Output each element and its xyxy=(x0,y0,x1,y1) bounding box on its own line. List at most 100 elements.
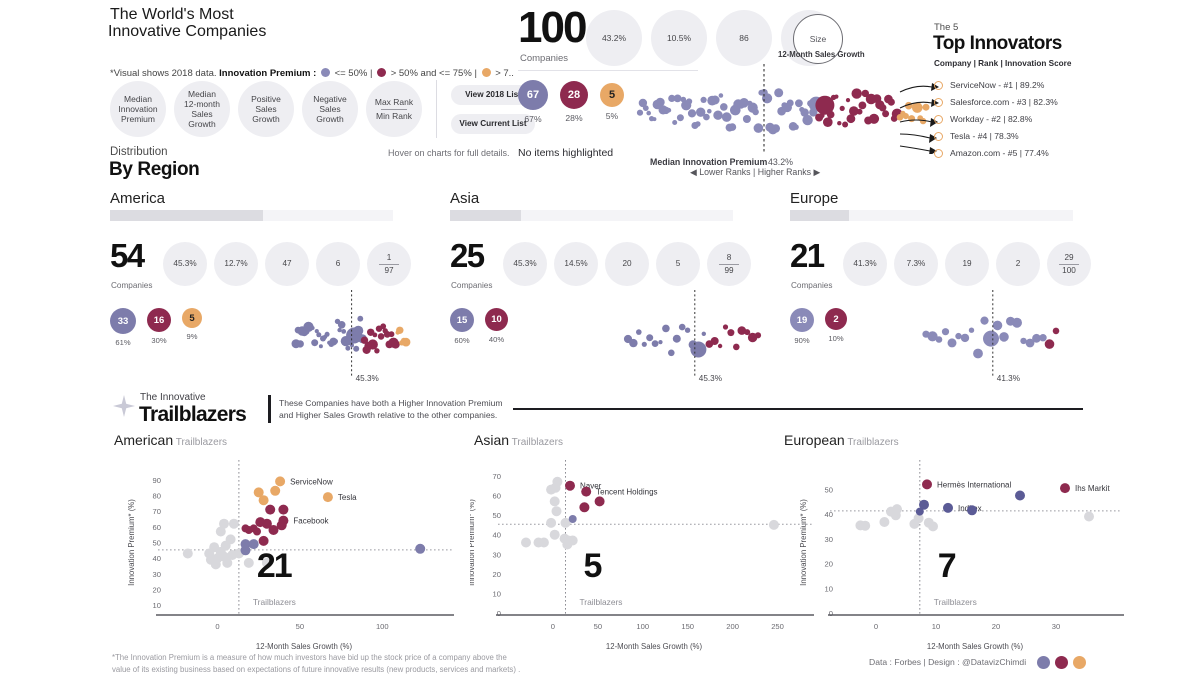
region-bubble-0[interactable]: 15 xyxy=(450,308,474,332)
scatter-point[interactable] xyxy=(182,548,193,559)
scatter-point[interactable] xyxy=(919,499,929,510)
view-2018-list-button[interactable]: View 2018 List xyxy=(451,84,535,105)
scatter-point[interactable] xyxy=(268,525,279,535)
scatter-point[interactable] xyxy=(550,482,561,493)
scatter-point[interactable] xyxy=(928,521,938,532)
scatter-point[interactable] xyxy=(215,526,226,537)
scatter-point[interactable] xyxy=(258,535,269,546)
scatter-point[interactable] xyxy=(879,517,890,527)
region-bubble-0[interactable]: 19 xyxy=(790,308,814,332)
scatter-point[interactable] xyxy=(594,496,605,507)
scatter-chart-asian[interactable]: 0 10 20 30 40 50 60 70 0 50 100 150 200 250 NaverTence… xyxy=(470,450,820,655)
scatter-point[interactable] xyxy=(219,518,229,529)
stat-median-innovation-premium[interactable]: 43.2% xyxy=(586,10,642,66)
scatter-point[interactable] xyxy=(565,480,575,491)
region-stat-2[interactable]: 47 xyxy=(265,242,309,286)
stat-positive-sales-growth[interactable]: 86 xyxy=(716,10,772,66)
region-beeswarm-europe[interactable] xyxy=(920,290,1090,380)
region-stat-0[interactable]: 41.3% xyxy=(843,242,887,286)
region-stat-2[interactable]: 20 xyxy=(605,242,649,286)
region-stat-3[interactable]: 6 xyxy=(316,242,360,286)
scatter-point[interactable] xyxy=(860,520,871,531)
scatter-point[interactable] xyxy=(546,517,557,528)
scatter-point[interactable] xyxy=(243,557,254,568)
kpi-positive-sales-growth[interactable]: Positive Sales Growth xyxy=(238,81,294,137)
region-bubble-1[interactable]: 2 xyxy=(825,308,847,330)
list-item[interactable]: Tesla - #4 | 78.3% xyxy=(934,129,1058,143)
region-rank-range[interactable]: 8 99 xyxy=(707,242,751,286)
scatter-point[interactable] xyxy=(562,539,573,550)
region-bubble-2[interactable]: 5 xyxy=(182,308,202,328)
region-stat-1[interactable]: 7.3% xyxy=(894,242,938,286)
region-rank-range[interactable]: 1 97 xyxy=(367,242,411,286)
scatter-point[interactable] xyxy=(967,505,977,516)
region-stat-1[interactable]: 12.7% xyxy=(214,242,258,286)
region-bubble-0[interactable]: 33 xyxy=(110,308,136,334)
list-item[interactable]: ServiceNow - #1 | 89.2% xyxy=(934,78,1058,92)
scatter-chart-european[interactable]: 0 10 20 30 40 50 0 10 20 30 Hermès International Ih… xyxy=(780,450,1130,655)
scatter-point[interactable] xyxy=(210,559,221,570)
scatter-point[interactable] xyxy=(538,537,549,548)
legend-bubble-high[interactable]: 5 xyxy=(600,83,624,107)
scatter-point[interactable] xyxy=(915,507,924,516)
scatter-chart-american[interactable]: 10 20 30 40 50 60 70 80 90 0 50 100 ServiceNow Tesla F… xyxy=(110,450,460,655)
scatter-point[interactable] xyxy=(322,492,333,503)
scatter-point[interactable] xyxy=(560,517,571,528)
scatter-point[interactable] xyxy=(261,557,272,568)
region-rank-range[interactable]: 29 100 xyxy=(1047,242,1091,286)
list-item[interactable]: Workday - #2 | 82.8% xyxy=(934,112,1058,126)
stat-median-sales-growth[interactable]: 10.5% xyxy=(651,10,707,66)
region-stat-3[interactable]: 2 xyxy=(996,242,1040,286)
region-stat-0[interactable]: 45.3% xyxy=(163,242,207,286)
scatter-point[interactable] xyxy=(890,510,901,521)
scatter-point[interactable] xyxy=(240,545,251,556)
scatter-point[interactable] xyxy=(1060,483,1070,494)
region-share-bar-america xyxy=(110,210,393,221)
region-stat-1[interactable]: 14.5% xyxy=(554,242,598,286)
scatter-point[interactable] xyxy=(253,527,261,536)
view-current-list-button[interactable]: View Current List xyxy=(451,113,535,134)
scatter-point[interactable] xyxy=(568,515,577,523)
scatter-point[interactable] xyxy=(551,506,562,517)
scatter-point[interactable] xyxy=(258,495,269,506)
scatter-point[interactable] xyxy=(241,524,250,533)
scatter-point[interactable] xyxy=(270,485,281,496)
scatter-point[interactable] xyxy=(521,537,531,548)
scatter-point[interactable] xyxy=(275,476,286,487)
region-bubble-1[interactable]: 16 xyxy=(147,308,171,332)
legend-bubble-mid[interactable]: 28 xyxy=(560,81,588,109)
region-bubble-1[interactable]: 10 xyxy=(485,308,508,331)
scatter-point[interactable] xyxy=(909,518,920,529)
scatter-point[interactable] xyxy=(415,543,426,554)
region-beeswarm-america[interactable] xyxy=(290,290,440,380)
kpi-negative-sales-growth[interactable]: Negative Sales Growth xyxy=(302,81,358,137)
scatter-point[interactable] xyxy=(943,502,953,513)
region-stat-3[interactable]: 5 xyxy=(656,242,700,286)
region-stat-0[interactable]: 45.3% xyxy=(503,242,547,286)
scatter-point[interactable] xyxy=(549,496,560,507)
scatter-point[interactable] xyxy=(581,486,592,497)
overall-beeswarm-chart[interactable] xyxy=(636,60,932,155)
scatter-point[interactable] xyxy=(922,479,932,490)
scatter-point[interactable] xyxy=(255,517,266,528)
scatter-point[interactable] xyxy=(253,487,264,498)
scatter-point[interactable] xyxy=(1015,490,1025,501)
scatter-point[interactable] xyxy=(1084,511,1094,522)
scatter-point[interactable] xyxy=(276,520,287,531)
kpi-median-sales-growth[interactable]: Median 12-month Sales Growth xyxy=(174,81,230,137)
list-item[interactable]: Amazon.com - #5 | 77.4% xyxy=(934,146,1058,160)
scatter-point[interactable] xyxy=(278,504,289,515)
list-item[interactable]: Salesforce.com - #3 | 82.3% xyxy=(934,95,1058,109)
scatter-point[interactable] xyxy=(265,504,276,515)
scatter-point[interactable] xyxy=(549,529,560,540)
kpi-rank-range[interactable]: Max Rank Min Rank xyxy=(366,81,422,137)
scatter-point[interactable] xyxy=(228,518,239,529)
scatter-point[interactable] xyxy=(579,502,590,513)
scatter-point[interactable] xyxy=(222,557,233,568)
region-stat-2[interactable]: 19 xyxy=(945,242,989,286)
scatter-point[interactable] xyxy=(768,519,779,530)
scatter-point[interactable] xyxy=(248,539,259,550)
region-beeswarm-asia[interactable] xyxy=(622,290,792,380)
legend-bubble-low[interactable]: 67 xyxy=(518,80,548,110)
kpi-median-innovation-premium[interactable]: Median Innovation Premium xyxy=(110,81,166,137)
